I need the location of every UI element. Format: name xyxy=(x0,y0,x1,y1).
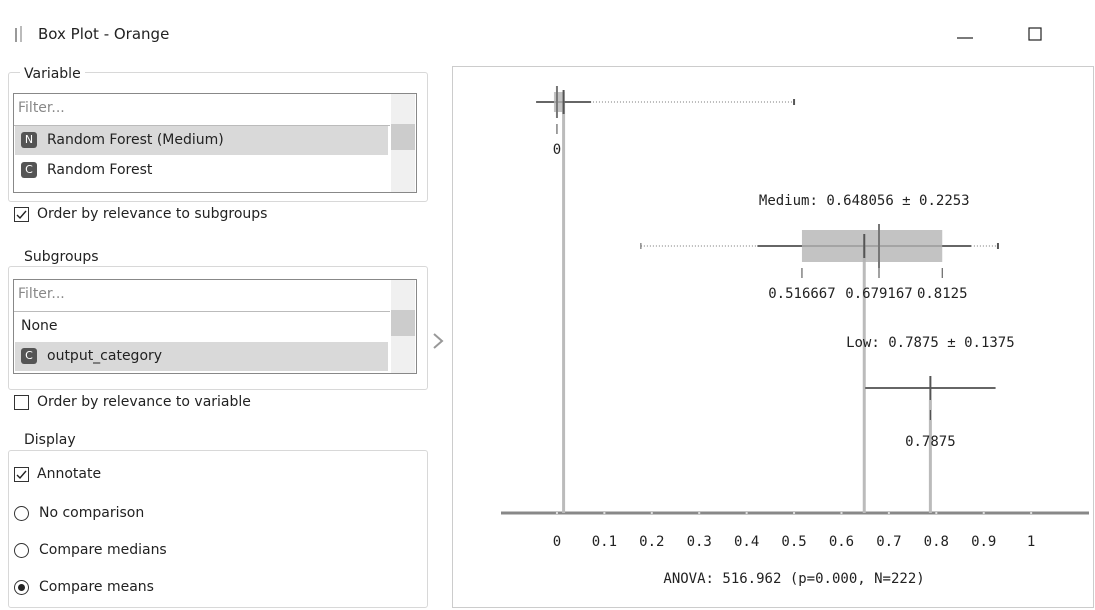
radio-option[interactable]: No comparison xyxy=(14,505,144,521)
window: Box Plot - Orange Variable Filter... N Ra… xyxy=(0,0,1095,610)
scrollbar[interactable] xyxy=(391,280,415,373)
app-icon xyxy=(14,26,24,44)
mean-annotation: Medium: 0.648056 ± 0.2253 xyxy=(759,193,970,209)
x-tick-label: 0 xyxy=(553,534,561,550)
filter[interactable]: Filter... xyxy=(18,286,65,302)
x-tick-label: 0.4 xyxy=(734,534,759,550)
item-label: Random Forest xyxy=(47,162,152,178)
type-icon: C xyxy=(21,348,37,364)
value-label: 0.8125 xyxy=(917,286,968,302)
x-tick-label: 0.5 xyxy=(781,534,806,550)
checkbox-box xyxy=(14,467,29,482)
checkbox-label: Order by relevance to subgroups xyxy=(37,206,267,222)
group-label: Display xyxy=(20,432,80,448)
window-title: Box Plot - Orange xyxy=(38,25,169,43)
x-tick-label: 0.9 xyxy=(971,534,996,550)
list-item[interactable]: None xyxy=(15,312,388,341)
x-tick-label: 0.3 xyxy=(687,534,712,550)
scrollbar[interactable] xyxy=(391,94,415,192)
item-label: Random Forest (Medium) xyxy=(47,132,224,148)
box-plot: 0 0.1 0.2 0.3 0.4 0.5 0.6 0.7 0.8 0.9 1 ANOVA: 516.… xyxy=(452,66,1094,608)
checkbox-label: Order by relevance to variable xyxy=(37,394,251,410)
variable-list[interactable]: Filter... N Random Forest (Medium) C Random… xyxy=(13,93,417,193)
window-controls[interactable] xyxy=(955,24,1055,48)
item-label: None xyxy=(21,318,58,334)
x-tick-label: 1 xyxy=(1027,534,1035,550)
collapse-arrow[interactable] xyxy=(428,330,448,352)
x-tick-label: 0.8 xyxy=(924,534,949,550)
title-bar: Box Plot - Orange xyxy=(0,0,1095,64)
radio-label: No comparison xyxy=(39,505,144,521)
filter[interactable]: Filter... xyxy=(18,100,65,116)
value-label: 0.679167 xyxy=(845,286,912,302)
checkbox[interactable]: Annotate xyxy=(14,466,101,482)
radio-button xyxy=(14,506,29,521)
radio-button xyxy=(14,543,29,558)
group-label: Variable xyxy=(20,66,85,82)
value-label: 0.516667 xyxy=(768,286,835,302)
group-label: Subgroups xyxy=(20,249,103,265)
radio-option[interactable]: Compare medians xyxy=(14,542,167,558)
checkbox-label: Annotate xyxy=(37,466,101,482)
x-tick-label: 0.6 xyxy=(829,534,854,550)
value-label: 0.7875 xyxy=(905,434,956,450)
x-tick-label: 0.1 xyxy=(592,534,617,550)
item-label: output_category xyxy=(47,348,162,364)
value-label: 0 xyxy=(553,142,561,158)
list-item[interactable]: C Random Forest xyxy=(15,156,388,185)
box xyxy=(802,230,942,262)
radio-label: Compare medians xyxy=(39,542,167,558)
checkbox-box xyxy=(14,207,29,222)
radio-label: Compare means xyxy=(39,579,154,595)
radio-button xyxy=(14,580,29,595)
x-tick-label: 0.7 xyxy=(876,534,901,550)
checkbox-box xyxy=(14,395,29,410)
checkbox[interactable]: Order by relevance to subgroups xyxy=(14,206,267,222)
checkbox[interactable]: Order by relevance to variable xyxy=(14,394,251,410)
x-tick-label: 0.2 xyxy=(639,534,664,550)
radio-option[interactable]: Compare means xyxy=(14,579,154,595)
type-icon: C xyxy=(21,162,37,178)
footer: ANOVA: 516.962 (p=0.000, N=222) xyxy=(663,571,924,587)
mean-annotation: Low: 0.7875 ± 0.1375 xyxy=(846,335,1015,351)
list-item[interactable]: N Random Forest (Medium) xyxy=(15,126,388,155)
type-icon: N xyxy=(21,132,37,148)
